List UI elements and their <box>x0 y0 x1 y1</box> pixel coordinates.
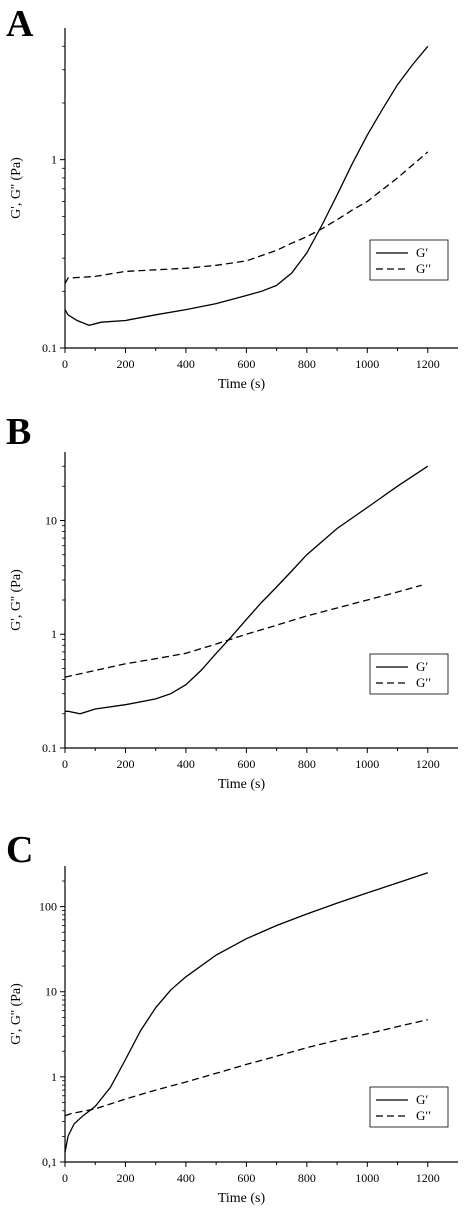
panel-c-x-axis-title: Time (s) <box>218 1191 266 1206</box>
panel-a: A 0 200 400 600 800 1000 1200 0.1 1 Time (s) G', G… <box>6 3 458 392</box>
panel-c-x-tick-label: 0 <box>62 1171 68 1185</box>
panel-c-y-axis-title: G', G'' (Pa) <box>9 983 24 1045</box>
panel-c-legend-label-1: G′′ <box>416 1108 431 1123</box>
panel-a-x-axis-title: Time (s) <box>218 377 266 392</box>
panel-a-legend-label-1: G′′ <box>416 261 431 276</box>
panel-b-x-tick-label: 0 <box>62 757 68 771</box>
panel-c: C 0 200 400 600 800 1000 1200 0,1 1 10 100 Time (s)… <box>6 829 458 1206</box>
panel-c-y-tick-label: 100 <box>39 900 57 914</box>
panel-b-y-tick-label: 1 <box>51 627 57 641</box>
panel-a-legend <box>369 239 449 281</box>
panel-b-x-axis-title: Time (s) <box>218 777 266 792</box>
panel-b-x-tick-label: 600 <box>237 757 255 771</box>
panel-a-x-tick-label: 400 <box>177 357 195 371</box>
panel-c-series-g-double-prime <box>64 1019 428 1117</box>
panel-b-y-tick-label: 0.1 <box>42 741 57 755</box>
panel-c-x-tick-label: 1200 <box>416 1171 440 1185</box>
panel-c-x-tick-label: 800 <box>298 1171 316 1185</box>
panel-b-series-g-double-prime <box>64 584 422 678</box>
panel-c-y-tick-label: 0,1 <box>42 1155 57 1169</box>
panel-a-series-g-double-prime <box>64 151 429 284</box>
panel-b-series-g-prime <box>65 465 429 715</box>
panel-b-x-tick-label: 200 <box>116 757 134 771</box>
panel-a-y-tick-label: 1 <box>51 153 57 167</box>
panel-c-x-tick-label: 200 <box>116 1171 134 1185</box>
panel-c-legend-label-0: G′ <box>416 1092 428 1107</box>
panel-b-legend-label-0: G′ <box>416 659 428 674</box>
panel-a-x-tick-label: 200 <box>116 357 134 371</box>
panel-b-x-tick-label: 800 <box>298 757 316 771</box>
panel-b-x-tick-label: 1000 <box>355 757 379 771</box>
panel-c-label: C <box>6 829 33 871</box>
panel-b-legend-label-1: G′′ <box>416 675 431 690</box>
panel-a-x-tick-label: 1200 <box>416 357 440 371</box>
panel-a-legend-label-0: G′ <box>416 245 428 260</box>
panel-b-legend <box>369 653 449 695</box>
panel-c-series-g-prime <box>64 872 429 1153</box>
panel-c-legend <box>369 1086 449 1128</box>
panel-c-y-tick-label: 1 <box>51 1070 57 1084</box>
panel-a-x-tick-label: 0 <box>62 357 68 371</box>
panel-b-y-axis-title: G', G'' (Pa) <box>9 569 24 631</box>
panel-b-x-tick-label: 400 <box>177 757 195 771</box>
panel-b-label: B <box>6 411 31 453</box>
panel-c-x-tick-label: 600 <box>237 1171 255 1185</box>
panel-c-x-tick-label: 1000 <box>355 1171 379 1185</box>
panel-b: B 0 200 400 600 800 1000 1200 0.1 1 10 Time (s) G',… <box>6 411 458 792</box>
panel-a-y-tick-label: 0.1 <box>42 341 57 355</box>
panel-b-y-tick-label: 10 <box>45 513 57 527</box>
panel-a-x-tick-label: 800 <box>298 357 316 371</box>
panel-a-x-tick-label: 600 <box>237 357 255 371</box>
panel-a-y-axis-title: G', G'' (Pa) <box>9 157 24 219</box>
panel-a-x-tick-label: 1000 <box>355 357 379 371</box>
panel-a-label: A <box>6 3 34 45</box>
panel-b-x-tick-label: 1200 <box>416 757 440 771</box>
panel-c-y-tick-label: 10 <box>45 985 57 999</box>
panel-c-x-tick-label: 400 <box>177 1171 195 1185</box>
panel-a-series-g-prime <box>64 45 429 326</box>
